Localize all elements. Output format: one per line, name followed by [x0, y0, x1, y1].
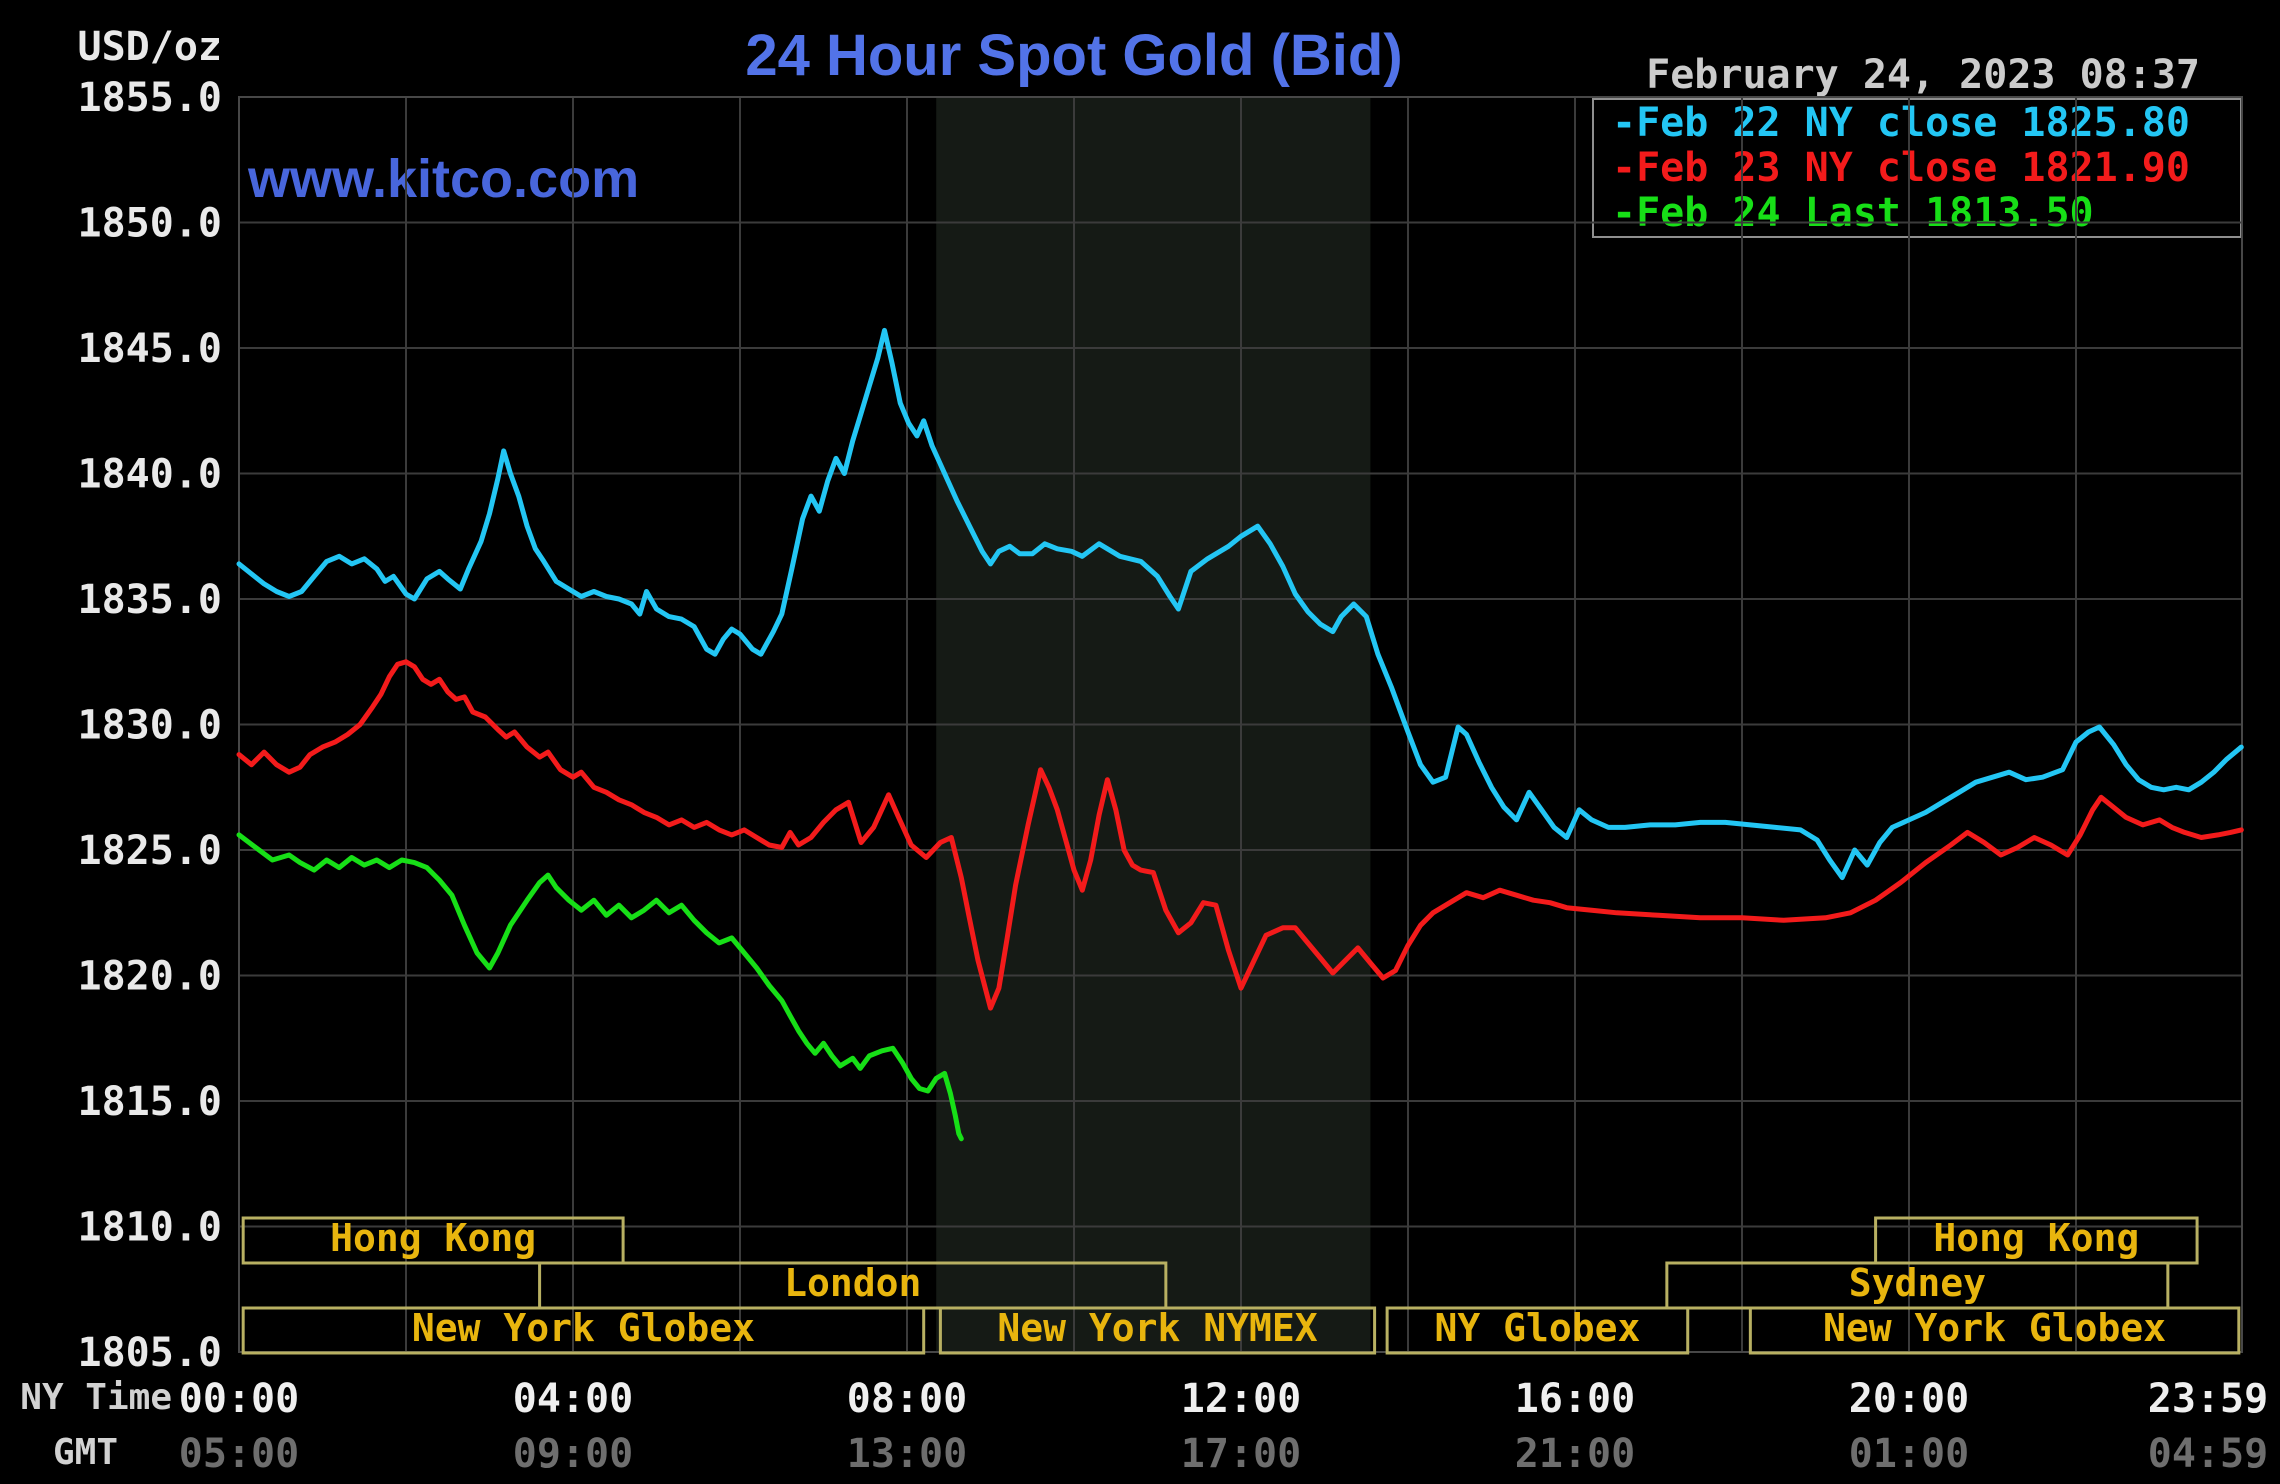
x-tick-label-ny-time: 08:00	[847, 1376, 967, 1422]
x-tick-label-gmt: 09:00	[513, 1431, 633, 1477]
y-tick-label: 1840.0	[78, 452, 223, 498]
x-tick-label-ny-time: 12:00	[1181, 1376, 1301, 1422]
price-line-feb-23	[236, 659, 2244, 1011]
chart-timestamp: February 24, 2023 08:37	[1646, 52, 2200, 98]
session-box	[241, 1216, 625, 1265]
legend-item-feb23: -Feb 23 NY close 1821.90	[1612, 144, 2190, 191]
x-axis-row-label-nytime: NY Time	[20, 1377, 172, 1418]
session-label: London	[784, 1261, 921, 1305]
x-tick-label-gmt: 05:00	[179, 1431, 299, 1477]
x-tick-label-gmt: 21:00	[1515, 1431, 1635, 1477]
price-line-feb-22	[236, 327, 2244, 881]
price-line-feb-24	[236, 832, 964, 1142]
x-tick-label-gmt: 13:00	[847, 1431, 967, 1477]
x-tick-label-ny-time: 04:00	[513, 1376, 633, 1422]
y-tick-label: 1850.0	[78, 201, 223, 247]
y-axis-unit-label: USD/oz	[77, 24, 223, 70]
x-tick-label-gmt: 17:00	[1181, 1431, 1301, 1477]
y-tick-label: 1820.0	[78, 954, 223, 1000]
session-box	[1385, 1306, 1690, 1355]
y-tick-label: 1835.0	[78, 577, 223, 623]
y-tick-label: 1825.0	[78, 828, 223, 874]
y-tick-label: 1855.0	[78, 75, 223, 121]
x-tick-label-ny-time: 16:00	[1515, 1376, 1635, 1422]
x-tick-label-ny-time: 23:59	[2148, 1376, 2268, 1422]
x-tick-label-ny-time: 00:00	[179, 1376, 299, 1422]
y-tick-label: 1845.0	[78, 326, 223, 372]
session-box	[241, 1306, 926, 1355]
x-tick-label-gmt: 01:00	[1849, 1431, 1969, 1477]
legend-item-feb22: -Feb 22 NY close 1825.80	[1612, 99, 2190, 146]
session-label: Hong Kong	[1933, 1216, 2139, 1260]
session-label: New York Globex	[412, 1306, 755, 1350]
session-box	[1748, 1306, 2241, 1355]
y-tick-label: 1830.0	[78, 703, 223, 749]
chart-title: 24 Hour Spot Gold (Bid)	[745, 23, 1403, 88]
x-tick-label-gmt: 04:59	[2148, 1431, 2268, 1477]
y-tick-label: 1815.0	[78, 1079, 223, 1125]
y-tick-label: 1810.0	[78, 1205, 223, 1251]
x-tick-label-ny-time: 20:00	[1849, 1376, 1969, 1422]
session-label: NY Globex	[1434, 1306, 1640, 1350]
x-axis-row-label-gmt: GMT	[52, 1432, 118, 1473]
session-label: Sydney	[1849, 1261, 1986, 1305]
legend-box: -Feb 22 NY close 1825.80 -Feb 23 NY clos…	[1592, 98, 2242, 238]
session-box	[938, 1306, 1377, 1355]
session-label: New York NYMEX	[997, 1306, 1317, 1350]
y-tick-label: 1805.0	[78, 1330, 223, 1376]
session-label: New York Globex	[1823, 1306, 2166, 1350]
legend-item-feb24: -Feb 24 Last 1813.50	[1612, 189, 2094, 236]
session-label: Hong Kong	[330, 1216, 536, 1260]
